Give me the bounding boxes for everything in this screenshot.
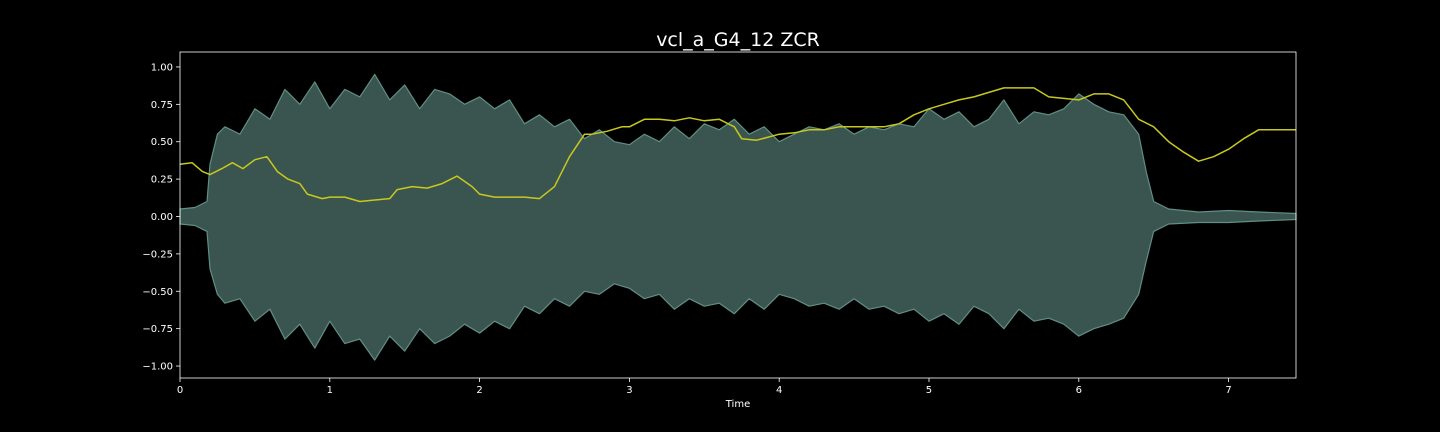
plot-area — [179, 51, 1297, 379]
waveform-series — [179, 73, 1297, 361]
y-tick-label: 0.75 — [151, 100, 173, 111]
x-axis: 0 1 2 3 4 5 6 7 — [177, 378, 1232, 396]
chart-title: vcl_a_G4_12 ZCR — [656, 29, 820, 51]
x-axis-label: Time — [725, 399, 750, 410]
x-tick-label: 5 — [926, 385, 932, 396]
x-tick-label: 2 — [476, 385, 482, 396]
zcr-line-series — [179, 87, 1296, 203]
y-tick-label: 1.00 — [151, 62, 173, 73]
y-tick-label: 0.50 — [151, 137, 173, 148]
axes-frame — [179, 51, 1297, 379]
x-tick-label: 7 — [1225, 385, 1231, 396]
y-tick-label: 0.00 — [151, 212, 173, 223]
y-tick-label: −1.00 — [142, 362, 173, 373]
y-tick-label: 0.25 — [151, 175, 173, 186]
y-axis: 1.00 0.75 0.50 0.25 0.00 −0.25 −0.50 −0.75 −1.00 — [142, 62, 180, 373]
x-tick-label: 0 — [177, 385, 183, 396]
y-tick-label: −0.50 — [142, 287, 173, 298]
x-tick-label: 4 — [776, 385, 782, 396]
x-tick-label: 6 — [1076, 385, 1082, 396]
x-tick-label: 1 — [327, 385, 333, 396]
y-tick-label: −0.75 — [142, 324, 173, 335]
x-tick-label: 3 — [626, 385, 632, 396]
y-tick-label: −0.25 — [142, 249, 173, 260]
